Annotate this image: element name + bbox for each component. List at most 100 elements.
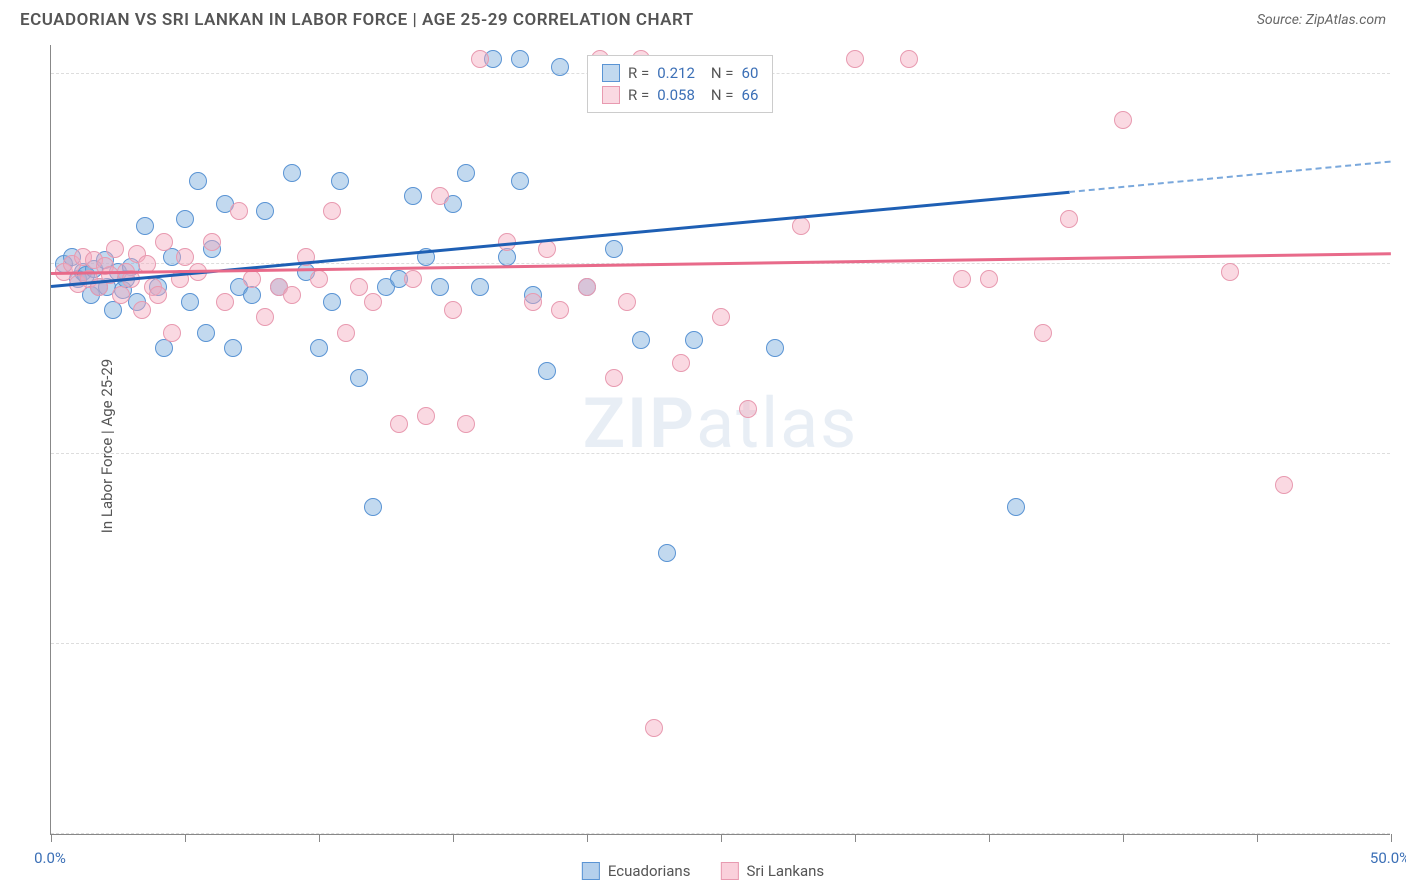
chart-title: ECUADORIAN VS SRI LANKAN IN LABOR FORCE … <box>20 10 694 30</box>
x-tick <box>855 834 856 842</box>
legend-label: Ecuadorians <box>608 862 691 880</box>
legend-label: Sri Lankans <box>746 862 824 880</box>
data-point <box>337 324 355 342</box>
data-point <box>524 293 542 311</box>
y-tick-label: 50.0% <box>1400 810 1406 826</box>
data-point <box>471 278 489 296</box>
data-point <box>350 369 368 387</box>
legend-item: Sri Lankans <box>720 862 824 880</box>
n-value: 60 <box>742 64 759 82</box>
data-point <box>538 240 556 258</box>
data-point <box>310 270 328 288</box>
data-point <box>323 202 341 220</box>
y-tick-label: 75.0% <box>1400 430 1406 446</box>
data-point <box>511 50 529 68</box>
n-label: N = <box>711 86 734 104</box>
r-value: 0.212 <box>657 64 695 82</box>
data-point <box>551 58 569 76</box>
data-point <box>685 331 703 349</box>
data-point <box>216 293 234 311</box>
grid-line <box>51 453 1390 454</box>
data-point <box>350 278 368 296</box>
data-point <box>457 164 475 182</box>
n-label: N = <box>711 64 734 82</box>
x-axis-label: 50.0% <box>1370 849 1406 867</box>
r-label: R = <box>628 64 649 82</box>
data-point <box>256 308 274 326</box>
data-point <box>331 172 349 190</box>
data-point <box>310 339 328 357</box>
n-value: 66 <box>742 86 759 104</box>
trend-line-dashed <box>1069 161 1391 193</box>
data-point <box>632 331 650 349</box>
data-point <box>1221 263 1239 281</box>
data-point <box>136 217 154 235</box>
data-point <box>176 248 194 266</box>
x-tick <box>1391 834 1392 842</box>
data-point <box>1060 210 1078 228</box>
x-tick <box>1257 834 1258 842</box>
data-point <box>431 187 449 205</box>
data-point <box>364 293 382 311</box>
scatter-chart: ZIPatlas 100.0%87.5%75.0%62.5%50.0%R =0.… <box>50 45 1390 835</box>
data-point <box>444 301 462 319</box>
data-point <box>511 172 529 190</box>
data-point <box>431 278 449 296</box>
data-point <box>538 362 556 380</box>
data-point <box>106 240 124 258</box>
data-point <box>672 354 690 372</box>
legend-swatch <box>602 86 620 104</box>
legend-item: Ecuadorians <box>582 862 691 880</box>
data-point <box>155 233 173 251</box>
x-tick <box>721 834 722 842</box>
data-point <box>243 270 261 288</box>
legend-swatch <box>582 862 600 880</box>
x-tick <box>453 834 454 842</box>
data-point <box>364 498 382 516</box>
data-point <box>766 339 784 357</box>
data-point <box>1275 476 1293 494</box>
data-point <box>605 240 623 258</box>
data-point <box>189 172 207 190</box>
y-tick-label: 100.0% <box>1400 50 1406 66</box>
x-tick <box>51 834 52 842</box>
data-point <box>658 544 676 562</box>
data-point <box>149 286 167 304</box>
data-point <box>203 233 221 251</box>
data-point <box>417 407 435 425</box>
data-point <box>230 202 248 220</box>
data-point <box>390 415 408 433</box>
legend-swatch <box>602 64 620 82</box>
x-tick <box>319 834 320 842</box>
data-point <box>256 202 274 220</box>
grid-line <box>51 643 1390 644</box>
data-point <box>953 270 971 288</box>
r-value: 0.058 <box>657 86 695 104</box>
data-point <box>323 293 341 311</box>
data-point <box>792 217 810 235</box>
data-point <box>112 286 130 304</box>
data-point <box>457 415 475 433</box>
data-point <box>283 286 301 304</box>
x-axis-label: 0.0% <box>34 849 66 867</box>
stats-legend-row: R = 0.212 N = 60 <box>602 62 758 84</box>
data-point <box>900 50 918 68</box>
data-point <box>181 293 199 311</box>
data-point <box>1114 111 1132 129</box>
x-tick <box>1123 834 1124 842</box>
data-point <box>224 339 242 357</box>
data-point <box>133 301 151 319</box>
data-point <box>471 50 489 68</box>
x-tick <box>989 834 990 842</box>
data-point <box>404 270 422 288</box>
data-point <box>163 324 181 342</box>
source-label: Source: ZipAtlas.com <box>1257 12 1386 28</box>
data-point <box>846 50 864 68</box>
stats-legend: R = 0.212 N = 60R = 0.058 N = 66 <box>587 55 773 113</box>
data-point <box>739 400 757 418</box>
data-point <box>605 369 623 387</box>
legend-swatch <box>720 862 738 880</box>
data-point <box>283 164 301 182</box>
data-point <box>980 270 998 288</box>
stats-legend-row: R =0.058N =66 <box>602 84 758 106</box>
